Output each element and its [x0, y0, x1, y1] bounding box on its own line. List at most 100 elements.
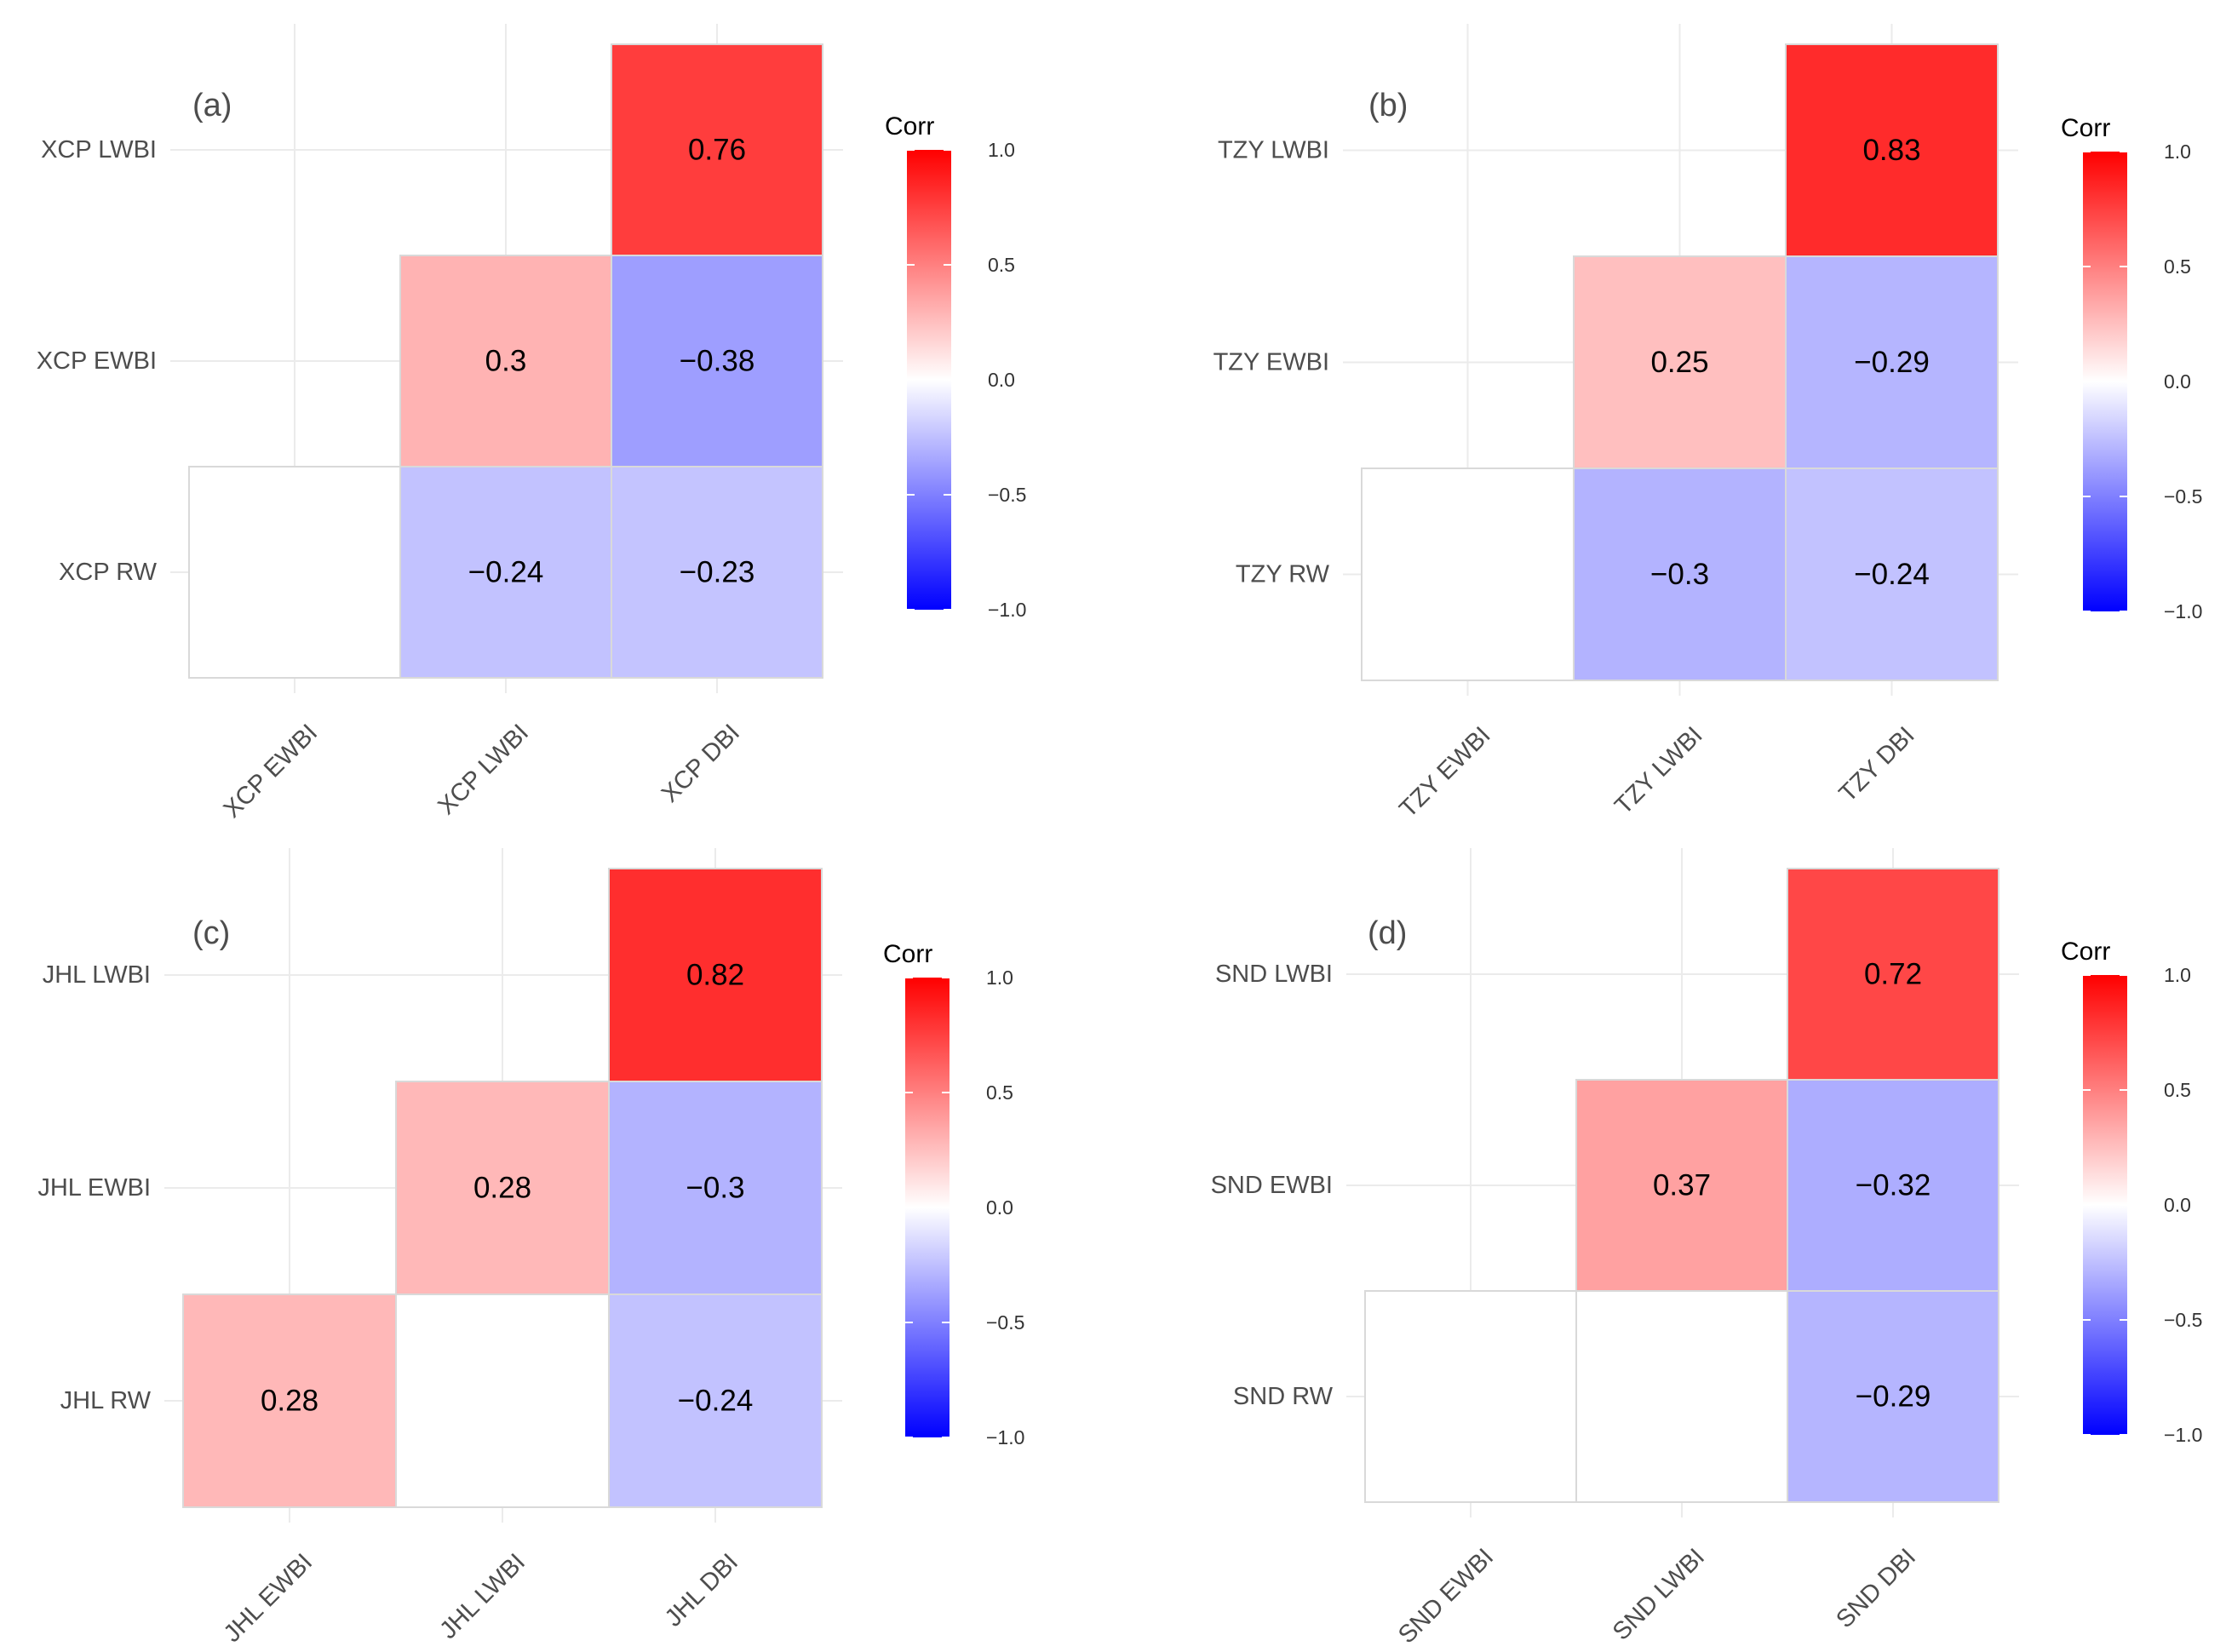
heatmap-cell — [395, 1293, 610, 1508]
y-tick-label: XCP RW — [59, 559, 158, 586]
legend-title: Corr — [2061, 938, 2110, 966]
heatmap-cell — [1575, 1290, 1788, 1503]
color-legend: Corr 1.0 0.5 0.0 −0.5 −1.0 — [2061, 938, 2202, 1446]
heatmap-cell — [1573, 467, 1787, 681]
heatmap-cell — [1785, 467, 1999, 681]
x-tick-label: XCP EWBI — [219, 719, 324, 823]
x-tick-label: SND DBI — [1831, 1543, 1921, 1633]
legend-tick-label: 0.5 — [2164, 255, 2191, 278]
x-tick-label: SND EWBI — [1393, 1543, 1499, 1649]
legend-tick-label: −1.0 — [2164, 600, 2202, 622]
panel-label: (d) — [1368, 915, 1407, 951]
heatmap-cell — [188, 466, 401, 679]
heatmap-cell — [1575, 1079, 1788, 1292]
cell-value-label: 0.3 — [485, 345, 527, 378]
legend-tick-label: −1.0 — [988, 599, 1026, 621]
heatmap-panel-1: 0.76 0.3 −0.38 −0.24 −0.23 XCP LWBI XCP EWBI XC… — [37, 24, 1026, 823]
heatmap-cell — [1785, 255, 1999, 469]
legend-tick-label: 1.0 — [986, 967, 1013, 989]
cell-value-label: 0.25 — [1650, 346, 1708, 379]
y-tick-label: SND LWBI — [1215, 961, 1333, 988]
y-tick-label: TZY RW — [1236, 561, 1330, 588]
cell-value-label: 0.83 — [1862, 134, 1920, 167]
y-tick-label: XCP EWBI — [37, 347, 157, 375]
heatmap-cell — [608, 1081, 823, 1295]
x-tick-label: JHL EWBI — [219, 1548, 318, 1647]
cell-value-label: 0.28 — [473, 1172, 531, 1205]
x-tick-label: TZY LWBI — [1609, 721, 1707, 819]
cell-value-label: −0.3 — [686, 1172, 744, 1205]
legend-tick-label: −0.5 — [986, 1311, 1024, 1334]
y-tick-label: JHL EWBI — [37, 1174, 151, 1202]
legend-tick-label: 0.0 — [986, 1196, 1013, 1219]
cell-value-label: −0.29 — [1856, 1380, 1931, 1414]
cell-value-label: −0.23 — [680, 556, 755, 589]
heatmap-cell — [1364, 1290, 1577, 1503]
legend-tick-label: 0.0 — [988, 369, 1015, 391]
heatmap-cell — [182, 1293, 397, 1508]
heatmap-cell — [611, 255, 823, 467]
y-tick-label: XCP LWBI — [41, 136, 157, 163]
cell-value-label: −0.24 — [468, 556, 544, 589]
color-legend: Corr 1.0 0.5 0.0 −0.5 −1.0 — [2061, 114, 2202, 622]
heatmap-cell — [608, 868, 823, 1082]
y-tick-label: JHL LWBI — [43, 961, 151, 989]
cell-value-label: 0.72 — [1864, 958, 1922, 991]
heatmap-cell — [1785, 43, 1999, 257]
color-legend: Corr 1.0 0.5 0.0 −0.5 −1.0 — [883, 940, 1024, 1448]
panel-label: (c) — [192, 915, 230, 951]
heatmap-cell — [395, 1081, 610, 1295]
cell-value-label: −0.24 — [1854, 558, 1930, 591]
legend-tick-label: 0.5 — [988, 254, 1015, 276]
y-tick-label: SND EWBI — [1211, 1172, 1333, 1199]
legend-tick-label: −0.5 — [2164, 485, 2202, 508]
heatmap-cell — [1573, 255, 1787, 469]
legend-title: Corr — [885, 112, 934, 141]
cell-value-label: 0.76 — [688, 134, 746, 167]
legend-tick-label: 0.0 — [2164, 370, 2191, 393]
y-tick-label: TZY LWBI — [1218, 137, 1329, 164]
heatmap-cell — [1787, 1290, 1999, 1503]
color-legend: Corr 1.0 0.5 0.0 −0.5 −1.0 — [885, 112, 1026, 621]
y-tick-label: TZY EWBI — [1213, 349, 1329, 376]
cell-value-label: −0.3 — [1650, 558, 1709, 591]
x-tick-label: XCP DBI — [657, 719, 745, 807]
x-tick-label: JHL LWBI — [434, 1548, 531, 1644]
heatmap-cell — [611, 466, 823, 679]
cell-value-label: 0.37 — [1653, 1169, 1711, 1202]
y-tick-label: SND RW — [1233, 1383, 1334, 1410]
heatmap-panel-3: 0.82 0.28 −0.3 0.28 −0.24 JHL LWBI JHL EWBI JHL… — [37, 848, 1024, 1648]
heatmap-cell — [1787, 868, 1999, 1081]
x-tick-label: SND LWBI — [1608, 1543, 1710, 1645]
heatmap-cell — [608, 1293, 823, 1508]
legend-title: Corr — [2061, 114, 2110, 142]
legend-tick-label: −1.0 — [2164, 1424, 2202, 1446]
cell-value-label: −0.38 — [680, 345, 755, 378]
cell-value-label: −0.29 — [1854, 346, 1930, 379]
legend-title: Corr — [883, 940, 932, 968]
legend-tick-label: 1.0 — [2164, 141, 2191, 163]
legend-tick-label: 0.5 — [2164, 1079, 2191, 1101]
legend-tick-label: −1.0 — [986, 1426, 1024, 1448]
cell-value-label: 0.82 — [686, 959, 744, 992]
y-tick-label: JHL RW — [60, 1387, 152, 1414]
x-tick-label: JHL DBI — [660, 1548, 743, 1632]
cell-value-label: −0.32 — [1856, 1169, 1931, 1202]
x-tick-label: TZY EWBI — [1394, 721, 1495, 823]
legend-tick-label: 1.0 — [988, 139, 1015, 161]
legend-tick-label: 0.5 — [986, 1081, 1013, 1104]
cell-value-label: 0.28 — [261, 1385, 318, 1418]
heatmap-panel-4: 0.72 0.37 −0.32 −0.29 SND LWBI SND EWBI SND RW… — [1211, 848, 2202, 1649]
legend-tick-label: 1.0 — [2164, 964, 2191, 986]
panel-label: (a) — [192, 88, 232, 123]
legend-tick-label: −0.5 — [988, 484, 1026, 506]
heatmap-cell — [1361, 467, 1575, 681]
heatmap-panel-2: 0.83 0.25 −0.29 −0.3 −0.24 TZY LWBI TZY EWBI TZ… — [1213, 24, 2202, 823]
heatmap-cell — [399, 466, 612, 679]
x-tick-label: XCP LWBI — [433, 719, 534, 820]
legend-tick-label: −0.5 — [2164, 1309, 2202, 1331]
legend-tick-label: 0.0 — [2164, 1194, 2191, 1216]
x-tick-label: TZY DBI — [1834, 721, 1920, 807]
